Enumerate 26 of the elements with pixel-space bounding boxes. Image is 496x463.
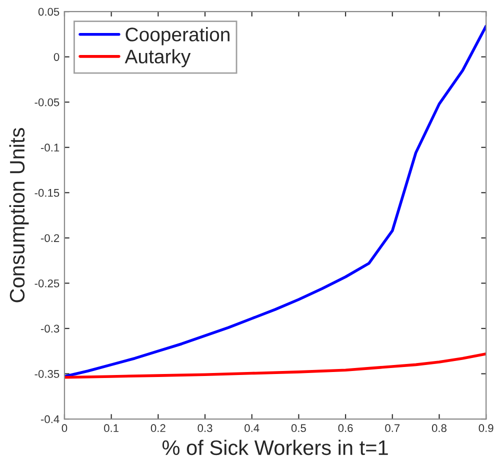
y-tick-label: 0.05 [38, 8, 60, 16]
line-series [64, 352, 486, 379]
y-tick-label: -0.25 [34, 279, 60, 288]
x-tick-label: 0 [62, 424, 68, 432]
x-tick-label: 0.4 [244, 424, 260, 432]
y-tick-label: -0.1 [40, 144, 60, 152]
y-tick-label: -0.3 [40, 324, 60, 333]
y-tick-label: -0.35 [34, 370, 60, 378]
x-tick-label: 0.2 [150, 424, 166, 432]
x-tick-label: 0.6 [338, 424, 353, 432]
x-tick-label: 0.1 [104, 424, 119, 432]
x-tick-label: 0.7 [385, 424, 400, 432]
y-tick-label: -0.4 [40, 415, 60, 424]
x-tick-label: 0.5 [291, 424, 306, 432]
y-tick-label: 0 [54, 53, 60, 61]
x-axis-title: % of Sick Workers in t=1 [162, 440, 388, 456]
x-tick-label: 0.8 [432, 424, 446, 432]
y-tick-label: -0.05 [34, 98, 60, 106]
line-series [64, 24, 486, 378]
y-tick-label: -0.15 [34, 188, 60, 197]
x-tick-label: 0.9 [478, 424, 494, 432]
y-axis-title: Consumption Units [9, 128, 29, 302]
x-tick-label: 0.3 [198, 424, 212, 432]
legend-label: Cooperation [126, 27, 230, 46]
legend-label: Autarky [124, 49, 191, 68]
y-tick-label: -0.2 [40, 234, 60, 242]
